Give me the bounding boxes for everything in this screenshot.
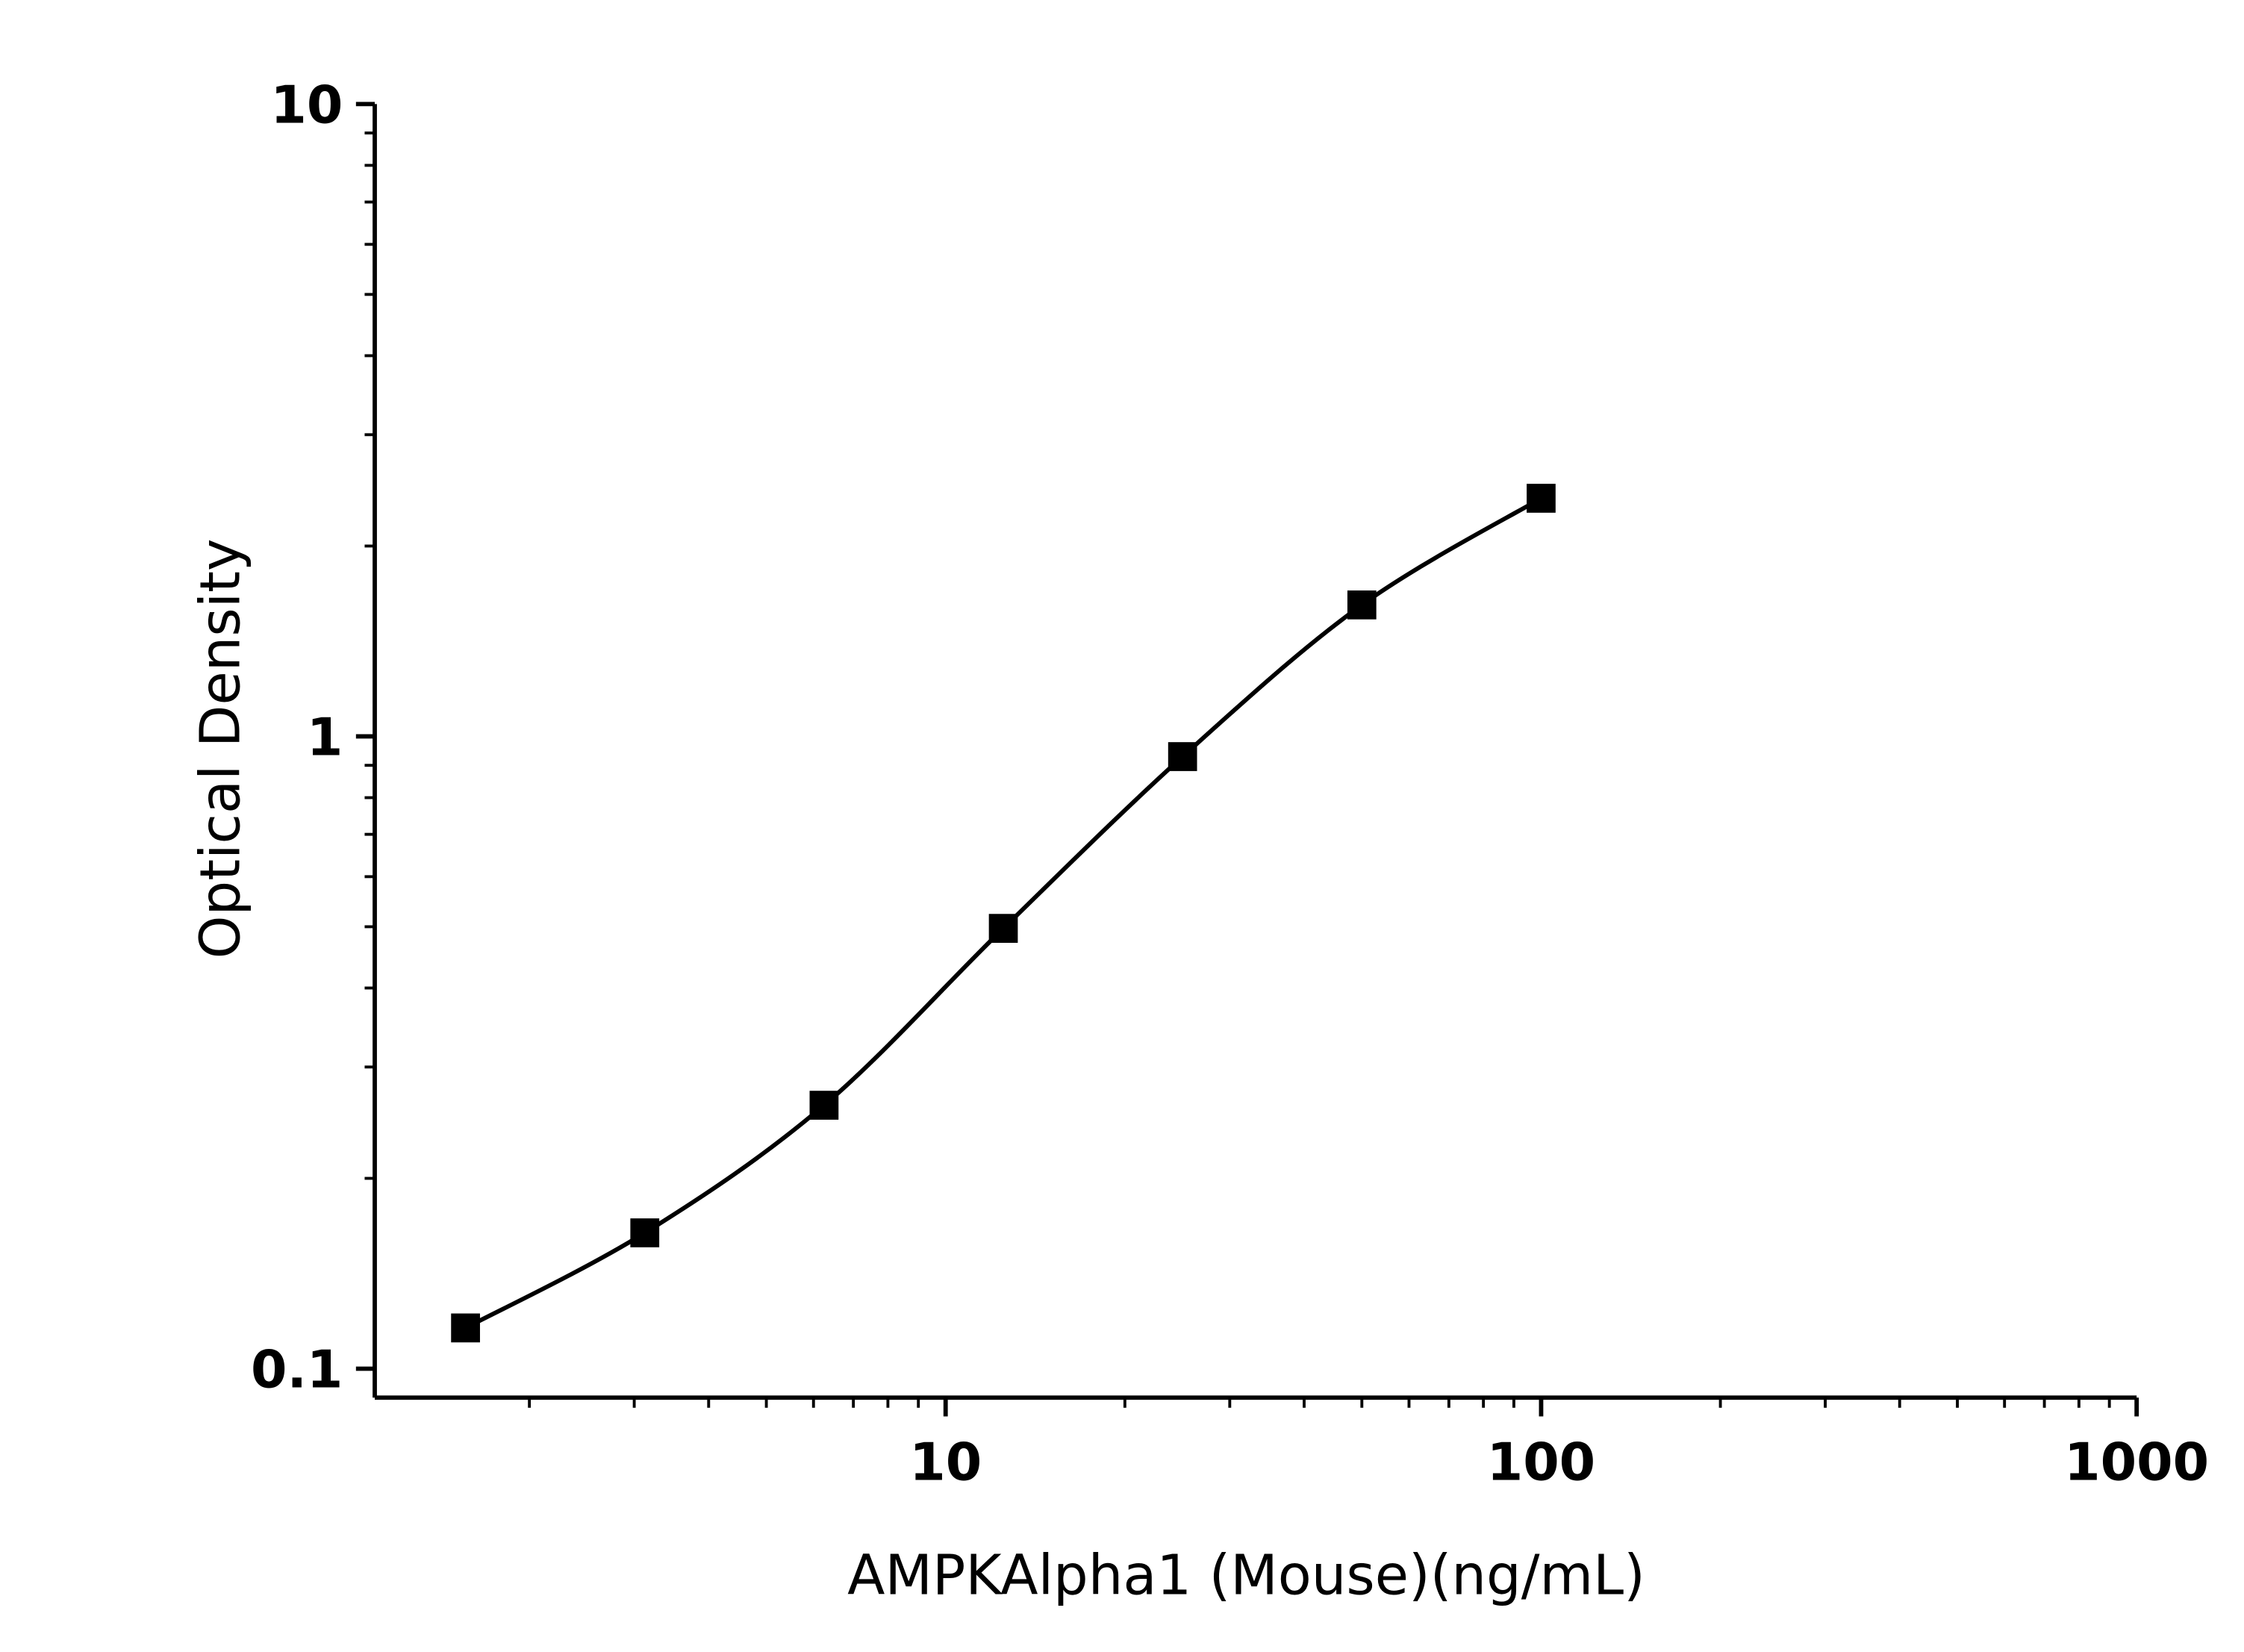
x-axis-title: AMPKAlpha1 (Mouse)(ng/mL) [847, 1545, 1645, 1608]
y-tick-label: 1 [307, 708, 343, 768]
y-axis-title: Optical Density [190, 538, 253, 959]
marker [1347, 590, 1377, 620]
x-tick-label: 100 [1487, 1433, 1595, 1493]
marker [630, 1218, 660, 1247]
marker [988, 914, 1018, 944]
x-tick-label: 10 [909, 1433, 982, 1493]
fit-curve [464, 496, 1542, 1330]
x-tick-label: 1000 [2064, 1433, 2209, 1493]
marker [1168, 742, 1197, 771]
y-tick-label: 0.1 [251, 1340, 343, 1400]
marker [451, 1313, 480, 1343]
y-tick-label: 10 [270, 75, 343, 136]
marker [1527, 484, 1556, 513]
marker [809, 1091, 839, 1120]
